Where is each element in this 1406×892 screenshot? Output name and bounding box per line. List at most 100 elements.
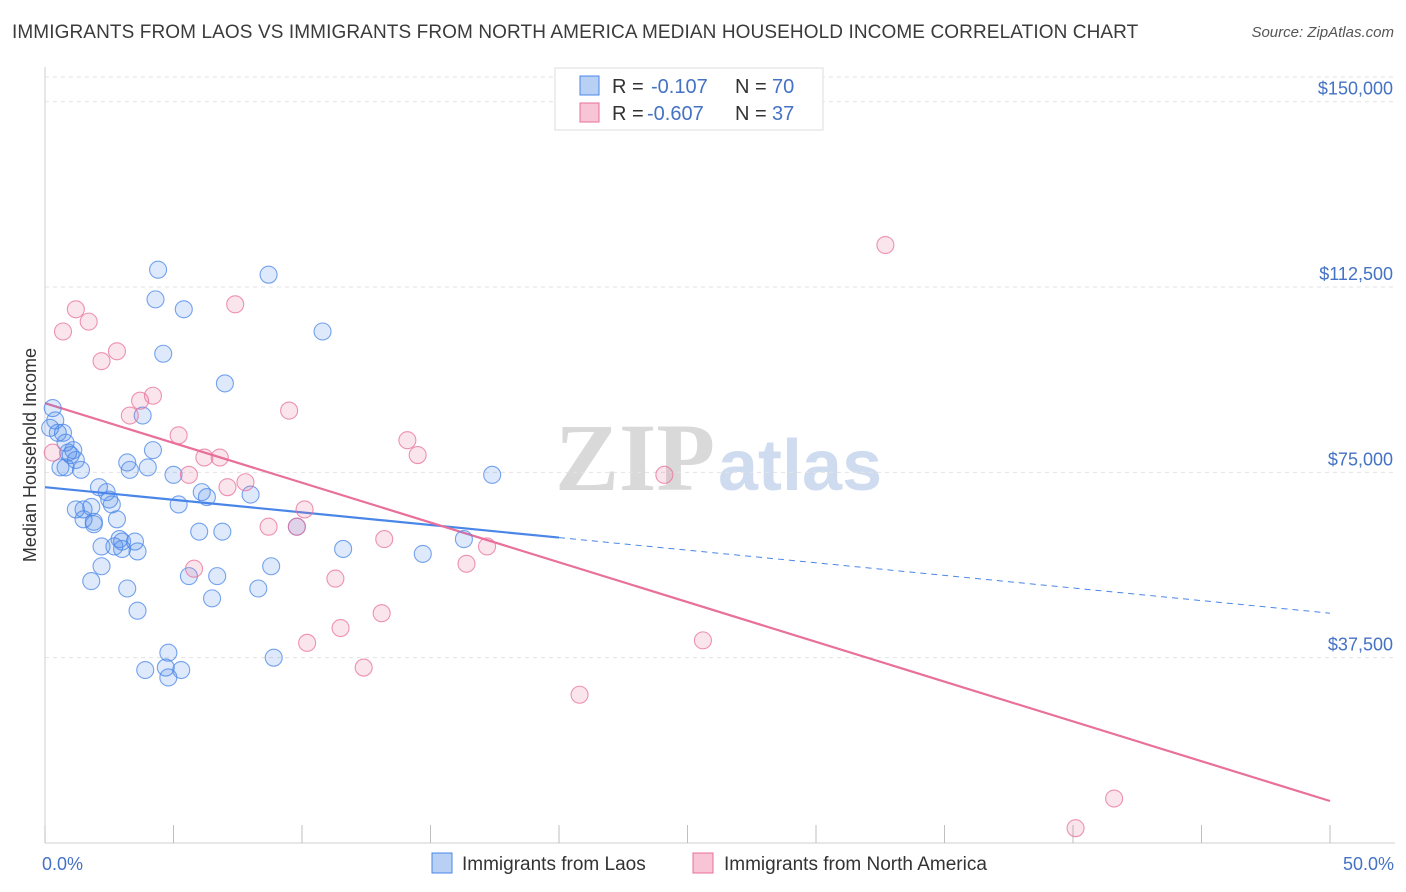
point-laos [66, 450, 85, 470]
point-north-america [398, 431, 417, 450]
y-axis-title: Median Household Income [20, 348, 40, 562]
point-north-america [53, 322, 73, 341]
x-tick-label-min: 0.0% [42, 854, 83, 874]
point-laos [71, 460, 91, 479]
point-laos [262, 557, 281, 576]
point-north-america [298, 633, 317, 652]
point-north-america [457, 554, 476, 573]
gridlines [45, 76, 1395, 659]
watermark-zip: ZIP [555, 404, 715, 511]
point-laos [169, 495, 188, 514]
point-north-america [210, 448, 229, 467]
point-laos [66, 500, 85, 519]
point-laos [259, 265, 278, 284]
point-north-america [66, 300, 85, 319]
y-tick-labels: $37,500 $75,000 $112,500 $150,000 [1318, 79, 1393, 655]
point-laos [483, 465, 502, 484]
point-laos [113, 532, 132, 551]
point-north-america [259, 517, 278, 536]
bottom-legend-swatch-laos [431, 852, 453, 874]
point-north-america [107, 342, 127, 361]
point-laos [82, 572, 101, 591]
point-laos [118, 453, 137, 472]
watermark-atlas: atlas [718, 426, 882, 506]
point-laos [51, 458, 70, 477]
legend-top: R = -0.107 N = 70 R = -0.607 N = 37 [554, 67, 824, 131]
point-north-america [143, 386, 162, 405]
point-laos [128, 542, 147, 561]
point-laos [454, 530, 473, 549]
point-north-america [236, 473, 255, 492]
point-north-america [331, 618, 350, 638]
point-laos [128, 601, 147, 620]
point-laos [164, 465, 183, 484]
legend-swatch-north-america [579, 102, 600, 123]
y-tick-label: $150,000 [1318, 79, 1393, 99]
point-laos [92, 537, 111, 556]
point-north-america [185, 559, 204, 578]
point-laos [146, 290, 165, 309]
point-laos [203, 589, 222, 608]
point-north-america [79, 312, 98, 331]
point-laos [197, 488, 216, 507]
bottom-legend-label-laos: Immigrants from Laos [462, 854, 646, 875]
point-laos [192, 483, 211, 502]
point-laos [208, 567, 227, 586]
point-north-america [693, 631, 712, 650]
axes [44, 67, 1395, 844]
y-tick-label: $112,500 [1319, 264, 1393, 284]
point-laos [174, 300, 193, 319]
trend-lines [44, 402, 1331, 803]
point-laos [249, 579, 268, 598]
chart-title: IMMIGRANTS FROM LAOS VS IMMIGRANTS FROM … [12, 22, 1139, 43]
point-laos [113, 539, 132, 559]
point-north-america [43, 443, 62, 462]
point-laos [190, 522, 209, 541]
point-laos [133, 406, 152, 425]
point-laos [156, 658, 175, 677]
point-north-america [195, 448, 214, 467]
legend-n-value-laos: 70 [772, 76, 794, 98]
point-laos [61, 446, 80, 465]
point-north-america [372, 604, 391, 623]
trend-line-solid [44, 486, 560, 539]
point-north-america [408, 446, 427, 465]
point-north-america [92, 352, 111, 371]
point-north-america [280, 401, 299, 420]
point-laos [313, 322, 332, 341]
legend-r-label-north-america: R = [612, 103, 644, 125]
point-north-america [179, 465, 198, 484]
y-tick-label: $75,000 [1328, 449, 1393, 469]
point-laos [59, 443, 78, 462]
x-tick-label-max: 50.0% [1343, 854, 1394, 874]
point-laos [138, 458, 157, 477]
point-laos [82, 497, 101, 516]
point-north-america [1105, 789, 1124, 808]
point-laos [334, 539, 353, 559]
point-laos [120, 460, 139, 479]
legend-n-value-north-america: 37 [772, 103, 794, 125]
point-laos [136, 660, 155, 680]
bottom-legend-label-north-america: Immigrants from North America [724, 854, 987, 875]
point-north-america [570, 685, 589, 704]
point-laos [413, 544, 432, 563]
point-laos [215, 374, 234, 393]
point-laos [159, 643, 178, 662]
point-north-america [287, 517, 306, 536]
point-north-america [226, 295, 245, 314]
point-laos [143, 441, 162, 460]
point-laos [149, 260, 168, 279]
bottom-legend-swatch-north-america [692, 852, 714, 874]
point-north-america [218, 478, 237, 497]
point-laos [84, 515, 103, 534]
point-north-america [354, 658, 373, 677]
point-north-america [655, 465, 674, 484]
point-laos [154, 344, 173, 363]
point-north-america [326, 569, 345, 588]
data-points [41, 235, 1124, 838]
legend-r-label-laos: R = [612, 76, 644, 98]
point-laos [92, 557, 111, 576]
point-north-america [1066, 819, 1085, 838]
legend-bottom: Immigrants from Laos Immigrants from Nor… [431, 852, 987, 875]
